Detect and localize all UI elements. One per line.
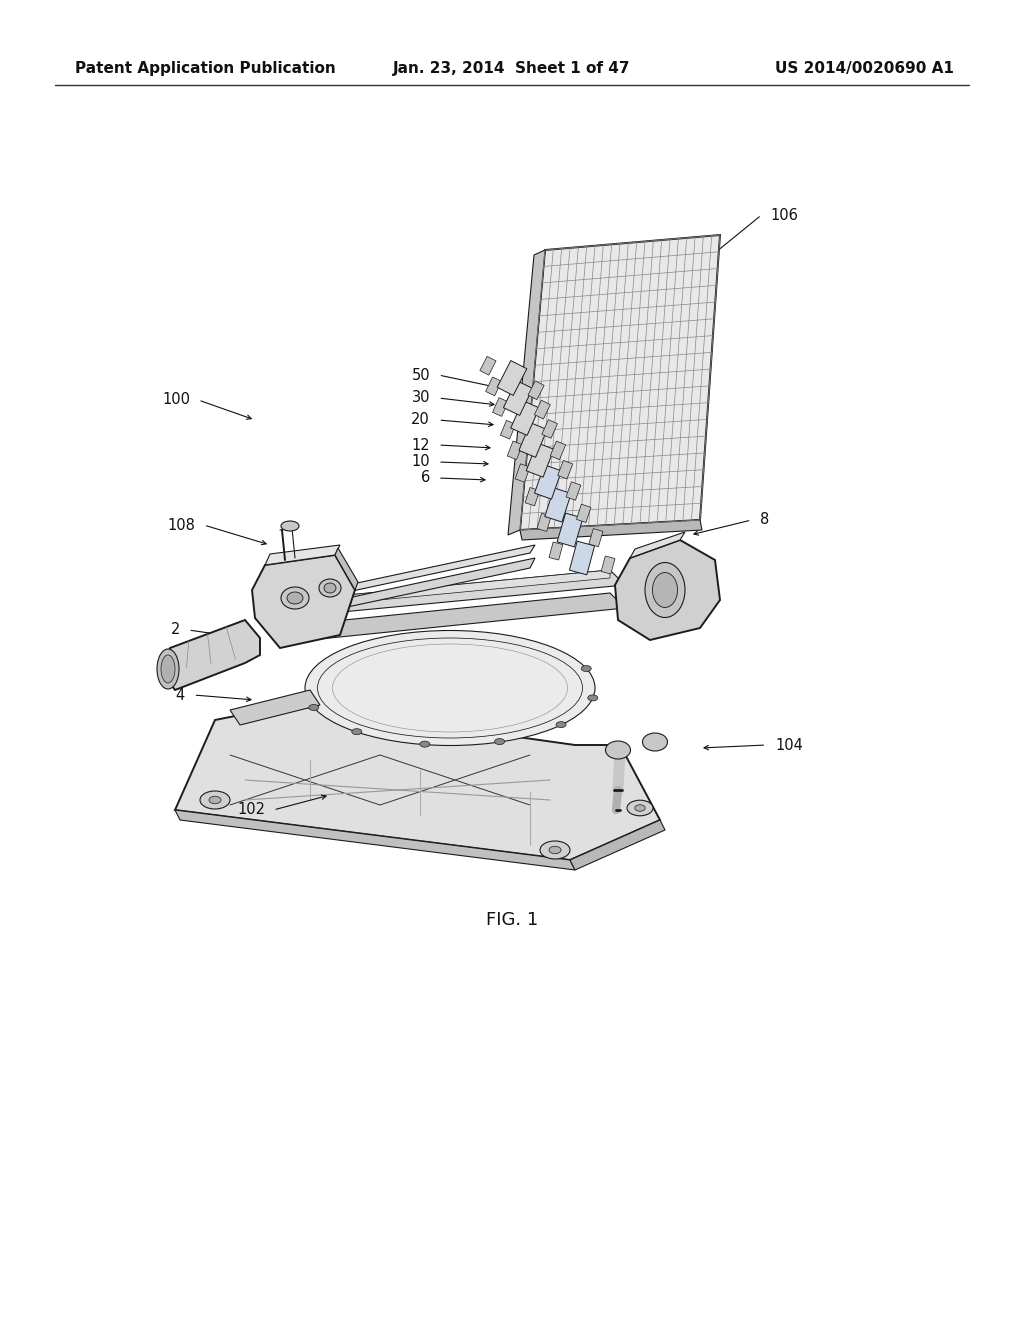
Text: 2: 2 — [171, 623, 180, 638]
Ellipse shape — [605, 741, 631, 759]
Polygon shape — [295, 593, 625, 640]
Polygon shape — [535, 465, 561, 499]
Polygon shape — [335, 548, 358, 590]
Polygon shape — [511, 401, 540, 436]
Ellipse shape — [287, 591, 303, 605]
Polygon shape — [566, 482, 581, 500]
Text: 100: 100 — [162, 392, 190, 408]
Ellipse shape — [200, 791, 230, 809]
Polygon shape — [162, 620, 260, 690]
Polygon shape — [526, 442, 554, 478]
Ellipse shape — [420, 741, 430, 747]
Polygon shape — [485, 378, 502, 396]
Polygon shape — [504, 380, 532, 416]
Polygon shape — [498, 360, 526, 396]
Ellipse shape — [635, 805, 645, 812]
Text: 10: 10 — [412, 454, 430, 470]
Polygon shape — [535, 400, 550, 418]
Ellipse shape — [588, 694, 598, 701]
Ellipse shape — [161, 655, 175, 682]
Text: Patent Application Publication: Patent Application Publication — [75, 61, 336, 75]
Ellipse shape — [645, 562, 685, 618]
Polygon shape — [310, 558, 535, 615]
Ellipse shape — [281, 587, 309, 609]
Polygon shape — [577, 504, 591, 523]
Ellipse shape — [209, 796, 221, 804]
Ellipse shape — [556, 722, 566, 727]
Polygon shape — [520, 235, 720, 531]
Polygon shape — [175, 810, 575, 870]
Polygon shape — [557, 513, 583, 546]
Ellipse shape — [627, 800, 653, 816]
Polygon shape — [480, 356, 496, 375]
Polygon shape — [501, 420, 516, 440]
Text: 106: 106 — [770, 207, 798, 223]
Polygon shape — [252, 554, 355, 648]
Polygon shape — [542, 420, 557, 438]
Ellipse shape — [652, 573, 678, 607]
Polygon shape — [515, 463, 530, 482]
Text: 6: 6 — [421, 470, 430, 486]
Ellipse shape — [157, 649, 179, 689]
Text: 12: 12 — [412, 437, 430, 453]
Text: 108: 108 — [167, 517, 195, 532]
Polygon shape — [230, 690, 319, 725]
Polygon shape — [520, 520, 702, 540]
Ellipse shape — [319, 579, 341, 597]
Polygon shape — [525, 487, 540, 506]
Ellipse shape — [549, 846, 561, 854]
Ellipse shape — [495, 739, 505, 744]
Polygon shape — [545, 488, 571, 521]
Polygon shape — [295, 570, 625, 615]
Polygon shape — [601, 556, 615, 574]
Polygon shape — [570, 820, 665, 870]
Ellipse shape — [540, 841, 570, 859]
Ellipse shape — [305, 631, 595, 746]
Polygon shape — [507, 441, 522, 459]
Polygon shape — [615, 540, 720, 640]
Text: 8: 8 — [760, 512, 769, 528]
Ellipse shape — [352, 729, 361, 735]
Text: US 2014/0020690 A1: US 2014/0020690 A1 — [775, 61, 954, 75]
Polygon shape — [295, 570, 610, 609]
Polygon shape — [550, 441, 565, 459]
Polygon shape — [519, 422, 547, 457]
Polygon shape — [589, 528, 603, 546]
Text: 50: 50 — [412, 367, 430, 383]
Polygon shape — [508, 249, 545, 535]
Text: 4: 4 — [176, 688, 185, 702]
Text: 20: 20 — [412, 412, 430, 428]
Ellipse shape — [309, 705, 318, 710]
Polygon shape — [549, 543, 563, 560]
Text: 30: 30 — [412, 391, 430, 405]
Ellipse shape — [281, 521, 299, 531]
Text: Jan. 23, 2014  Sheet 1 of 47: Jan. 23, 2014 Sheet 1 of 47 — [393, 61, 631, 75]
Polygon shape — [537, 513, 551, 532]
Ellipse shape — [582, 665, 591, 672]
Polygon shape — [569, 541, 595, 574]
Ellipse shape — [642, 733, 668, 751]
Polygon shape — [265, 545, 340, 565]
Polygon shape — [528, 381, 544, 400]
Polygon shape — [175, 705, 660, 861]
Polygon shape — [630, 532, 685, 558]
Polygon shape — [493, 397, 508, 416]
Polygon shape — [310, 545, 535, 601]
Polygon shape — [558, 461, 572, 479]
Text: 104: 104 — [775, 738, 803, 752]
Text: 102: 102 — [237, 803, 265, 817]
Ellipse shape — [324, 583, 336, 593]
Text: FIG. 1: FIG. 1 — [485, 911, 539, 929]
